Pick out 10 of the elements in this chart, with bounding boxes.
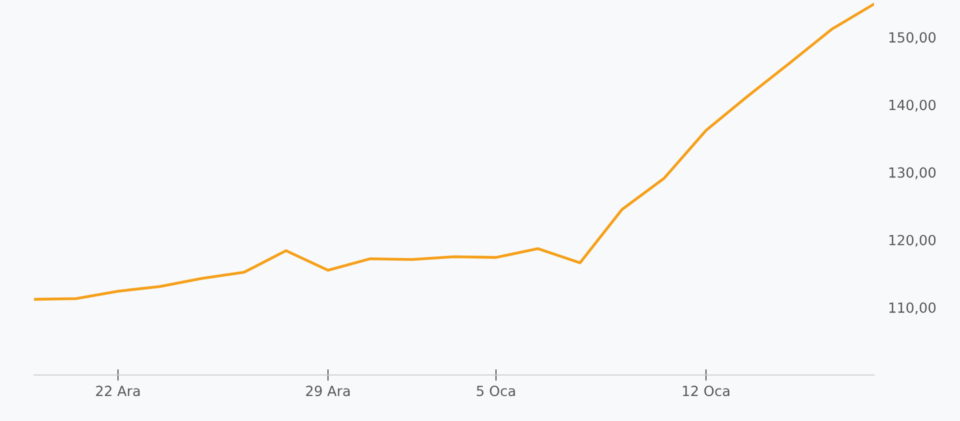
x-tick-label: 12 Oca <box>682 386 730 396</box>
line-series <box>34 2 874 301</box>
x-tick-label: 29 Ara <box>306 386 350 396</box>
y-tick-label: 130,00 <box>889 167 936 180</box>
x-tick-label: 22 Ara <box>96 386 140 396</box>
x-tick-label: 5 Oca <box>476 386 515 396</box>
y-tick-label: 120,00 <box>889 234 936 247</box>
y-tick-label: 150,00 <box>889 32 936 44</box>
y-tick-label: 140,00 <box>889 100 936 112</box>
y-tick-label: 110,00 <box>889 302 936 314</box>
